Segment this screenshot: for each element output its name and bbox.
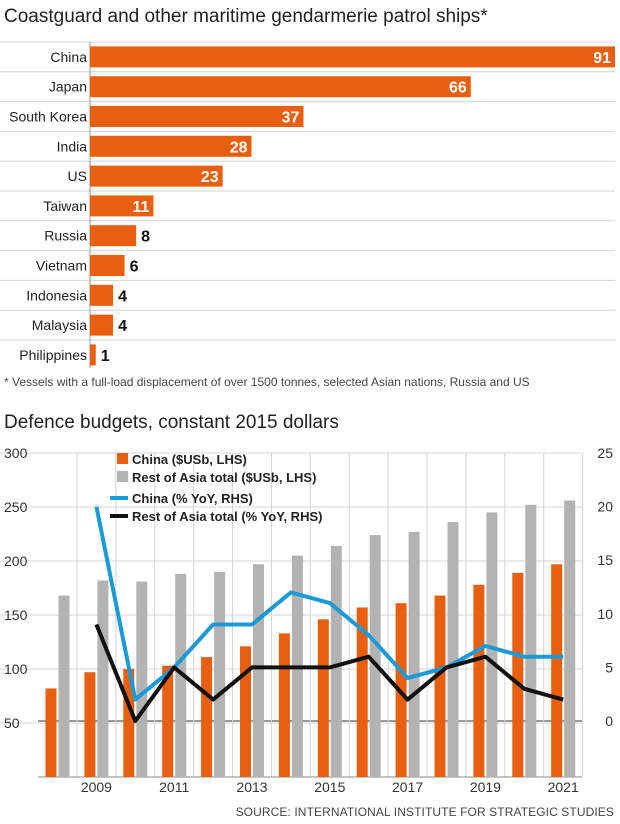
bar-rest-of-asia-2012	[214, 571, 226, 777]
right-tick-label: 5	[605, 659, 613, 675]
legend-label: China ($USb, LHS)	[132, 452, 247, 467]
bar-china-2012	[201, 657, 213, 777]
value-label: 8	[141, 229, 150, 246]
bar-rest-of-asia-2021	[564, 500, 576, 777]
bar-rest-of-asia-2013	[253, 564, 264, 777]
bar-china-2009	[84, 672, 96, 777]
bar-rest-of-asia-2009	[97, 580, 109, 777]
category-label: Philippines	[19, 347, 87, 363]
bar-vietnam	[90, 255, 125, 276]
value-label: 37	[282, 110, 300, 127]
right-tick-label: 0	[605, 713, 613, 729]
value-label: 4	[118, 288, 127, 305]
bar-south-korea	[90, 106, 304, 127]
value-label: 66	[449, 80, 467, 97]
value-label: 1	[101, 348, 110, 365]
left-tick-label: 300	[4, 445, 28, 461]
ships-chart-title: Coastguard and other maritime gendarmeri…	[4, 6, 488, 27]
value-label: 23	[201, 169, 219, 186]
bar-indonesia	[90, 284, 114, 306]
ships-bar-chart: China 91 Japan 66 South Korea 37 India 28 US 23 Ta…	[0, 41, 615, 368]
value-label: 4	[118, 318, 127, 335]
category-label: China	[50, 49, 87, 65]
bar-china-2016	[356, 607, 368, 777]
left-tick-label: 250	[4, 499, 28, 515]
category-label: South Korea	[9, 109, 87, 125]
category-label: Vietnam	[36, 258, 87, 274]
ships-footnote: * Vessels with a full-load displacement …	[4, 375, 530, 389]
bar-china-2011	[162, 665, 174, 777]
right-tick-label: 20	[597, 499, 613, 515]
legend-swatch	[117, 453, 128, 464]
bar-rest-of-asia-2019	[486, 512, 498, 777]
left-tick-label: 150	[4, 607, 28, 623]
x-tick-label: 2011	[159, 779, 189, 795]
category-label: India	[57, 138, 88, 154]
category-label: US	[68, 168, 87, 184]
source-note: SOURCE: INTERNATIONAL INSTITUTE FOR STRA…	[235, 805, 614, 819]
bar-rest-of-asia-2017	[408, 531, 420, 777]
bar-malaysia	[90, 314, 114, 336]
bar-japan	[90, 76, 471, 98]
line-rest-of-asia-yoy	[94, 623, 564, 723]
bar-russia	[90, 225, 137, 247]
x-tick-label: 2019	[470, 779, 501, 795]
bar-china-2020	[512, 572, 524, 777]
bar-rest-of-asia-2018	[447, 522, 459, 777]
bar-rest-of-asia-2010	[136, 581, 148, 777]
bar-india	[90, 135, 252, 157]
legend-label: Rest of Asia total (% YoY, RHS)	[132, 509, 322, 524]
bar-rest-of-asia-2016	[369, 535, 381, 777]
bar-us	[90, 165, 223, 187]
value-label: 6	[130, 259, 139, 276]
x-tick-label: 2015	[314, 779, 345, 795]
value-label: 28	[230, 139, 248, 156]
legend-label: China (% YoY, RHS)	[132, 491, 253, 506]
bar-china-2015	[317, 619, 329, 777]
x-tick-label: 2013	[236, 779, 267, 795]
bar-rest-of-asia-2008	[58, 595, 70, 777]
budget-combo-chart: 50 100 150 200 250 300 0 5 10 15 20 25 2009 2011 2013 2…	[0, 445, 613, 795]
bar-rest-of-asia-2015	[330, 545, 342, 777]
right-tick-label: 10	[597, 606, 613, 622]
bar-rest-of-asia-2020	[525, 504, 537, 777]
bar-china-2021	[551, 564, 563, 777]
bar-rest-of-asia-2011	[175, 573, 187, 777]
category-label: Taiwan	[43, 198, 87, 214]
category-label: Japan	[49, 79, 87, 95]
right-tick-label: 25	[597, 445, 613, 461]
bar-china-2013	[240, 646, 251, 777]
bar-philippines	[90, 344, 96, 366]
legend-swatch	[117, 471, 128, 482]
budget-chart-title: Defence budgets, constant 2015 dollars	[4, 412, 339, 433]
category-label: Malaysia	[32, 317, 87, 333]
value-label: 91	[593, 50, 611, 67]
bar-china-2018	[434, 595, 446, 777]
bar-china	[90, 46, 615, 68]
bar-china-2010	[123, 669, 135, 777]
left-tick-label: 100	[4, 661, 28, 677]
x-tick-label: 2009	[81, 779, 112, 795]
bar-taiwan	[90, 195, 154, 217]
legend-label: Rest of Asia total ($USb, LHS)	[132, 470, 316, 485]
bar-china-2014	[278, 633, 290, 777]
x-tick-label: 2017	[392, 779, 423, 795]
left-tick-label: 200	[4, 553, 28, 569]
bar-china-2008	[45, 688, 57, 777]
value-label: 11	[133, 199, 150, 216]
x-tick-label: 2021	[548, 779, 579, 795]
category-label: Russia	[44, 228, 87, 244]
left-tick-label: 50	[4, 715, 20, 731]
category-label: Indonesia	[26, 287, 87, 303]
right-tick-label: 15	[597, 552, 613, 568]
bar-china-2019	[473, 584, 485, 777]
